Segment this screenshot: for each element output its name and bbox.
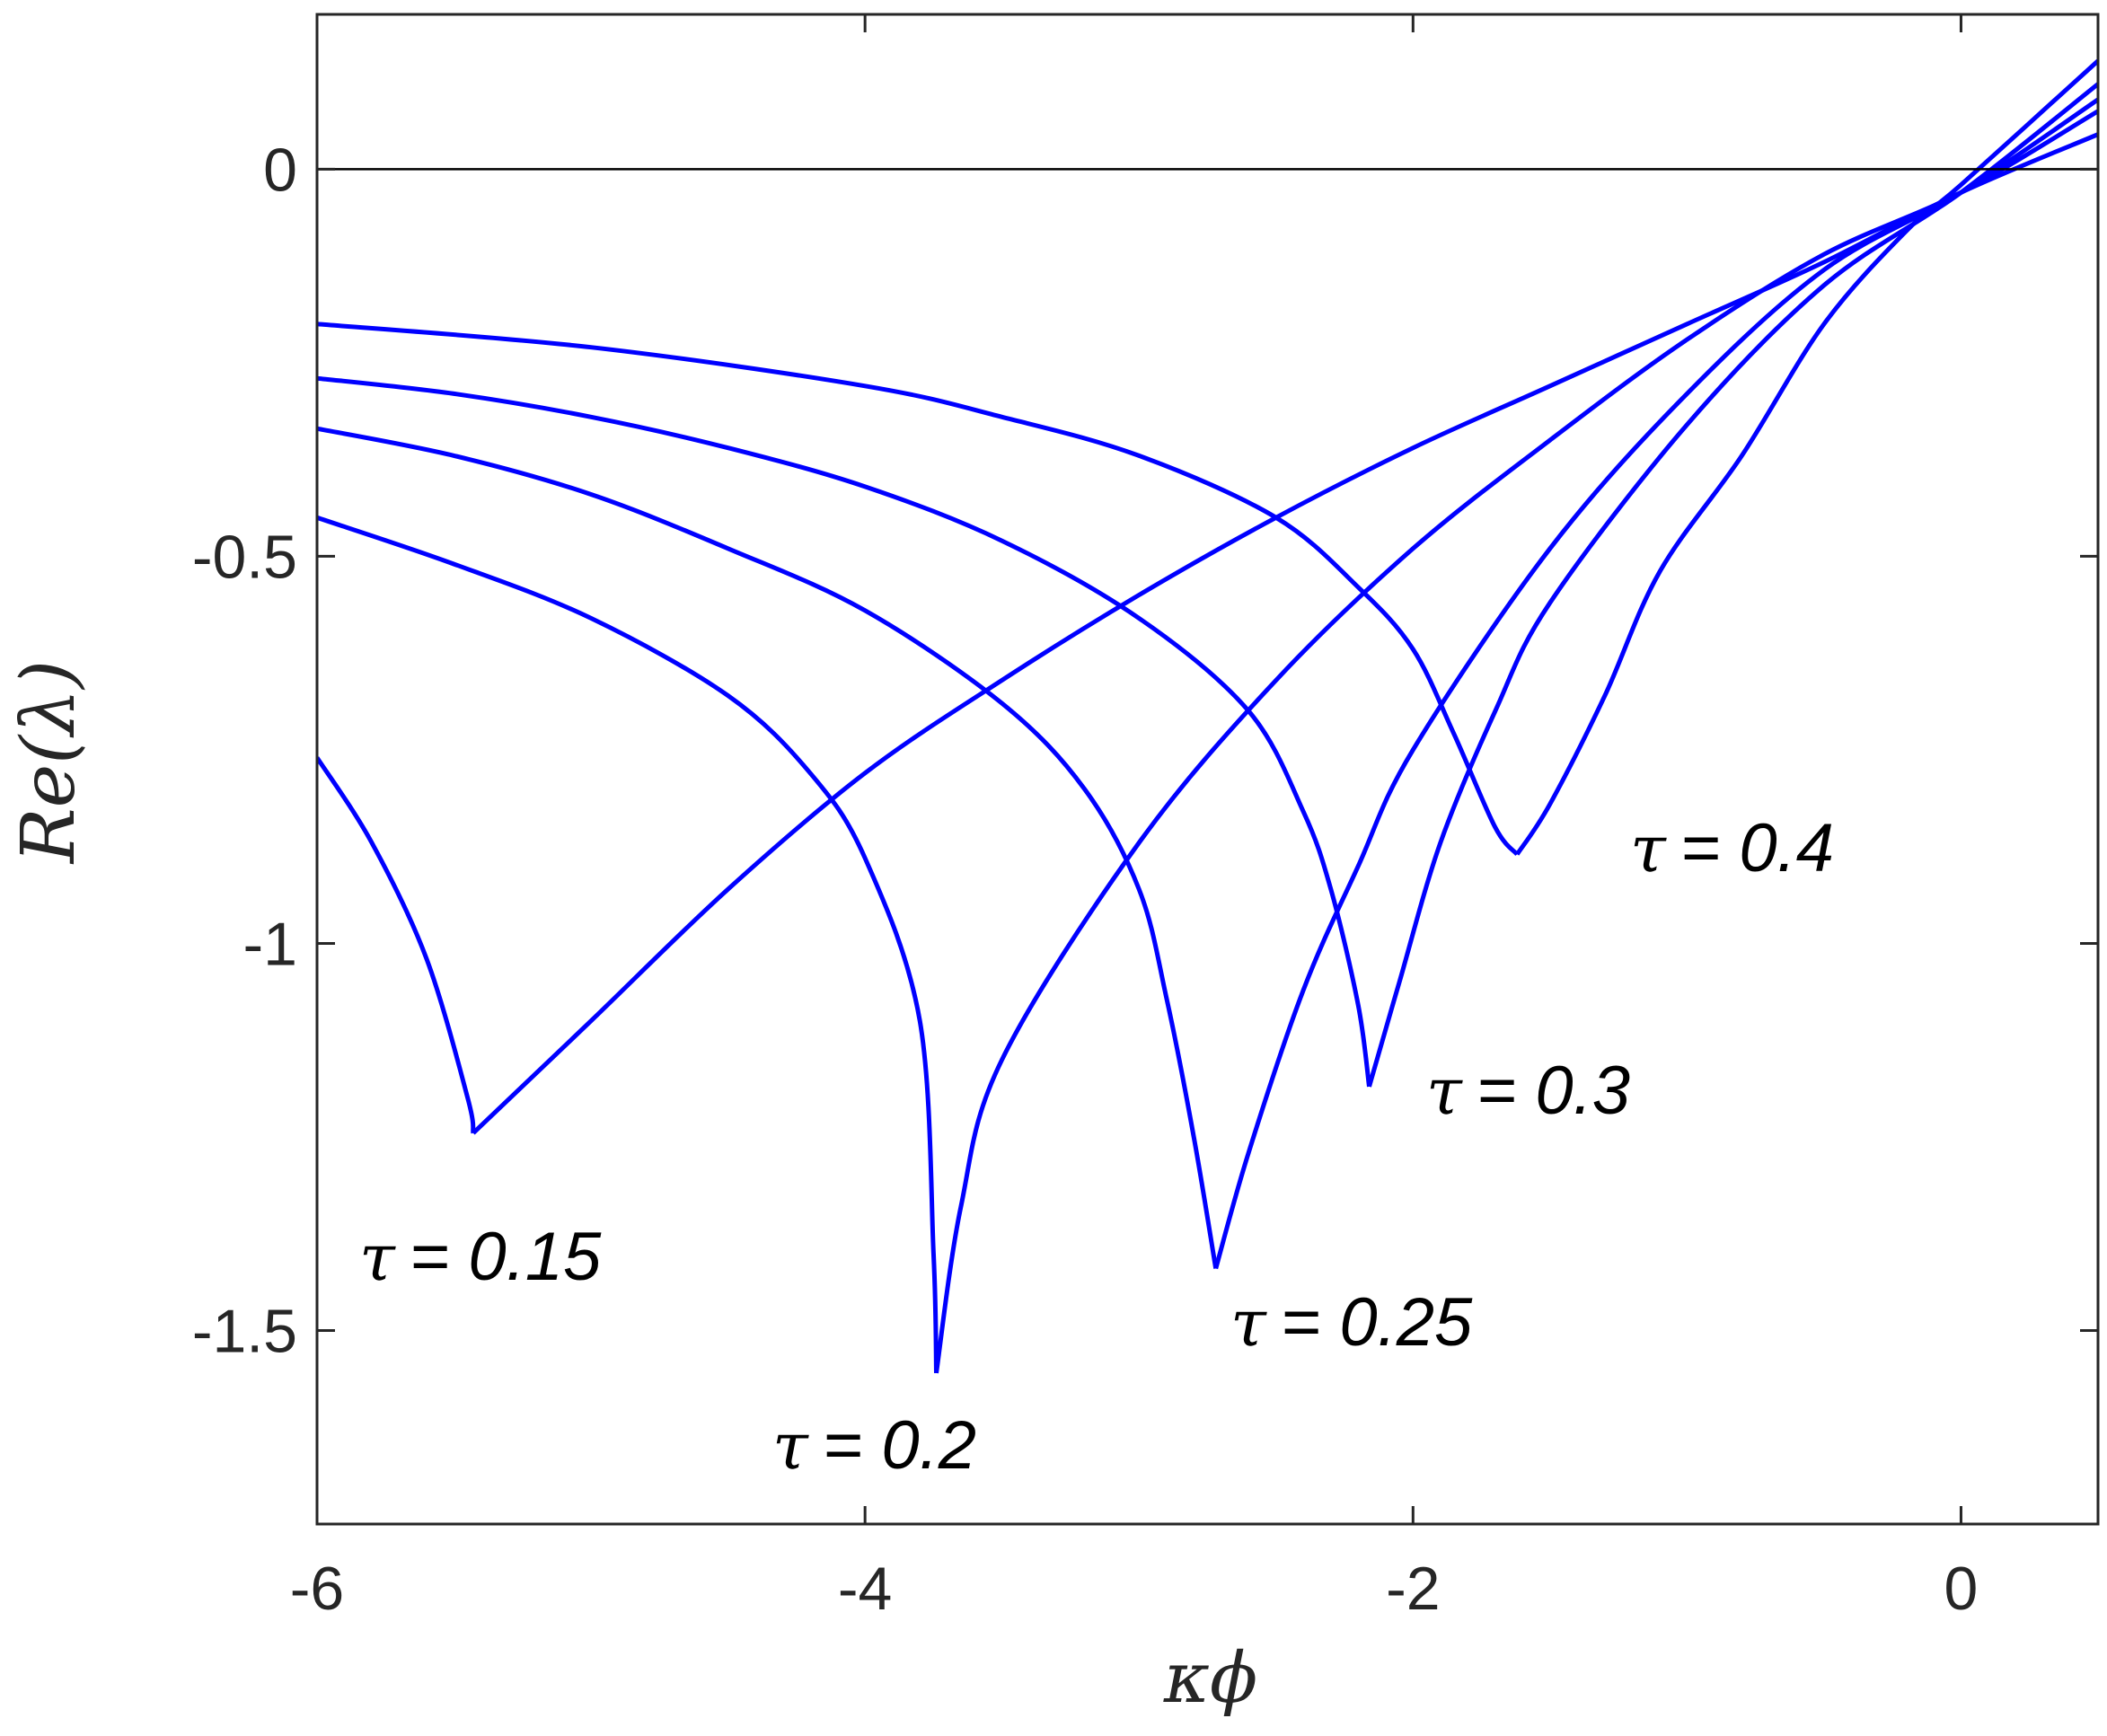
x-axis-label: κϕ bbox=[1163, 1638, 1257, 1719]
annotation-symbol: τ bbox=[1230, 1285, 1267, 1361]
series-line-3-right-branch bbox=[1213, 97, 2098, 1270]
tick-labels-layer: -6 -4 -2 0 0 -0.5 -1 -1.5 bbox=[192, 136, 1979, 1623]
series-annotation: τ = 0.15 bbox=[359, 1219, 602, 1295]
annotation-value: = 0.3 bbox=[1477, 1053, 1630, 1129]
series-line-5-left-branch bbox=[317, 322, 1520, 857]
y-tick-label: 0 bbox=[263, 136, 297, 204]
annotation-value: = 0.2 bbox=[823, 1407, 976, 1484]
series-line-4-left-branch bbox=[317, 375, 1371, 1088]
x-tick-label: -6 bbox=[290, 1555, 344, 1623]
series-line-5-right-branch bbox=[1515, 58, 2098, 856]
series-annotation: τ = 0.25 bbox=[1230, 1284, 1473, 1361]
x-tick-label: 0 bbox=[1944, 1555, 1979, 1623]
series-layer bbox=[317, 58, 2098, 1374]
series-line-2-right-branch bbox=[934, 109, 2098, 1374]
y-tick-label: -1 bbox=[243, 910, 297, 978]
series-line-1-right-branch bbox=[472, 132, 2098, 1135]
series-line-1-left-branch bbox=[317, 756, 476, 1134]
annotation-symbol: τ bbox=[1630, 811, 1667, 886]
ticks-layer bbox=[315, 14, 2098, 1524]
series-annotation: τ = 0.4 bbox=[1630, 810, 1834, 886]
axes-box bbox=[315, 13, 2100, 1526]
annotation-value: = 0.25 bbox=[1281, 1284, 1473, 1361]
series-line-2-left-branch bbox=[317, 515, 939, 1373]
y-tick-label: -1.5 bbox=[192, 1297, 297, 1365]
series-annotation: τ = 0.3 bbox=[1426, 1053, 1630, 1129]
series-line-4-right-branch bbox=[1367, 82, 2098, 1088]
annotation-symbol: τ bbox=[1426, 1053, 1463, 1129]
annotation-symbol: τ bbox=[772, 1408, 809, 1484]
series-annotation: τ = 0.2 bbox=[772, 1407, 976, 1484]
x-tick-label: -4 bbox=[838, 1555, 892, 1623]
x-tick-label: -2 bbox=[1386, 1555, 1440, 1623]
y-tick-label: -0.5 bbox=[192, 523, 297, 591]
annotation-value: = 0.15 bbox=[410, 1219, 602, 1295]
annotations-layer: τ = 0.15τ = 0.2τ = 0.25τ = 0.3τ = 0.4 bbox=[359, 810, 1834, 1484]
series-line-3-left-branch bbox=[317, 426, 1219, 1269]
annotation-value: = 0.4 bbox=[1680, 810, 1834, 886]
y-axis-label: Re(λ) bbox=[6, 660, 92, 865]
annotation-symbol: τ bbox=[359, 1220, 396, 1295]
